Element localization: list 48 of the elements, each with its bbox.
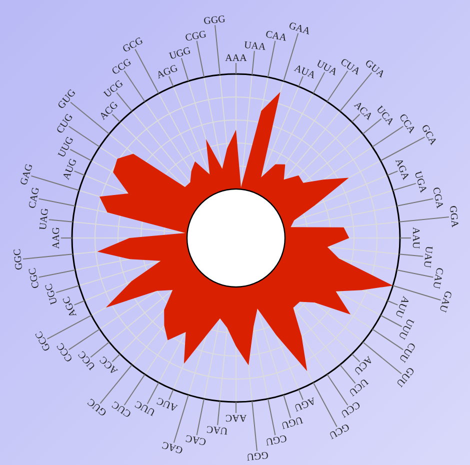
spoke-label: CGA	[430, 186, 446, 210]
spoke-label: CAA	[264, 28, 288, 44]
spoke-label: AAU	[410, 227, 421, 250]
spoke-label: AGC	[60, 294, 80, 319]
spoke-label: CCU	[338, 398, 362, 420]
spoke-label: UGU	[279, 414, 304, 431]
spoke-label: UAG	[38, 208, 51, 230]
spoke-label: UUG	[56, 135, 76, 160]
spoke-label: UAC	[206, 423, 228, 436]
spoke-label: CAC	[184, 432, 208, 447]
spoke-label: GAC	[160, 438, 184, 456]
spoke-label: UGG	[168, 45, 192, 62]
spoke-label: UGA	[412, 170, 429, 195]
spoke-label: CCG	[110, 56, 134, 78]
spoke-label: AGG	[155, 62, 180, 82]
spoke-label: GCA	[418, 123, 439, 148]
spoke-label: UAA	[244, 40, 267, 54]
spoke-label: AUC	[155, 394, 180, 413]
spoke-label: CGG	[184, 28, 208, 44]
spoke-label: GAU	[436, 289, 454, 314]
spoke-label: CAG	[26, 186, 42, 210]
spoke-label: GAG	[18, 162, 36, 187]
spoke-label: CGU	[264, 432, 288, 448]
spoke-label: CUC	[110, 398, 134, 420]
spoke-label: CGC	[26, 266, 42, 290]
spoke-label: AAG	[51, 227, 62, 249]
spoke-label: UAU	[420, 246, 434, 269]
spoke-label: AAA	[225, 53, 248, 64]
spoke-label: AUG	[60, 157, 80, 182]
spoke-label: UUC	[133, 398, 158, 418]
spoke-label: UCU	[346, 376, 370, 398]
spoke-label: AGA	[392, 157, 412, 182]
spoke-label: GGC	[12, 248, 26, 270]
spoke-label: GUC	[85, 396, 110, 418]
spoke-label: UCG	[102, 78, 126, 100]
spoke-label: AAC	[225, 412, 247, 423]
spoke-label: AGU	[292, 394, 317, 414]
spoke-label: GGG	[203, 14, 226, 28]
spoke-label: GAA	[287, 20, 312, 38]
spoke-label: CUA	[338, 56, 363, 78]
spoke-label: GCC	[33, 329, 53, 353]
spoke-label: CAU	[430, 266, 446, 290]
spoke-label: GGA	[446, 205, 460, 229]
spoke-label: GCG	[121, 35, 145, 56]
spoke-label: GCU	[326, 420, 351, 441]
spoke-label: ACC	[98, 354, 120, 376]
spoke-label: GGU	[245, 448, 269, 462]
spoke-label: UGC	[43, 282, 60, 306]
